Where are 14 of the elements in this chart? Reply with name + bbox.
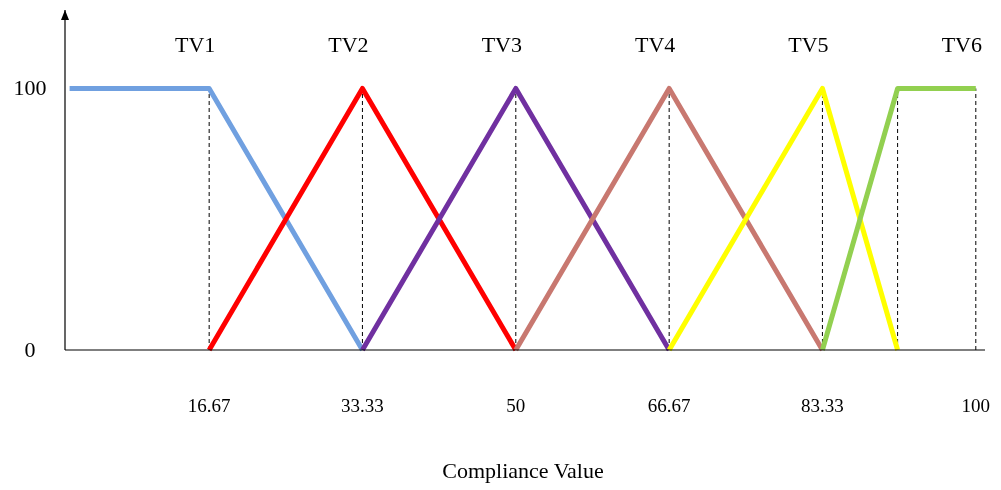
series-label: TV5: [788, 32, 829, 57]
x-tick-label: 83.33: [801, 395, 844, 416]
y-tick-label: 0: [24, 337, 36, 362]
series-label: TV4: [635, 32, 676, 57]
series-label: TV1: [175, 32, 216, 57]
series-label: TV6: [941, 32, 982, 57]
series-label: TV2: [328, 32, 369, 57]
x-tick-label: 16.67: [187, 395, 231, 416]
x-tick-label: 100: [961, 395, 991, 416]
x-tick-label: 50: [506, 395, 526, 416]
series-label: TV3: [481, 32, 522, 57]
x-tick-label: 66.67: [647, 395, 691, 416]
x-axis-title: Compliance Value: [442, 458, 604, 483]
x-tick-label: 33.33: [341, 395, 384, 416]
